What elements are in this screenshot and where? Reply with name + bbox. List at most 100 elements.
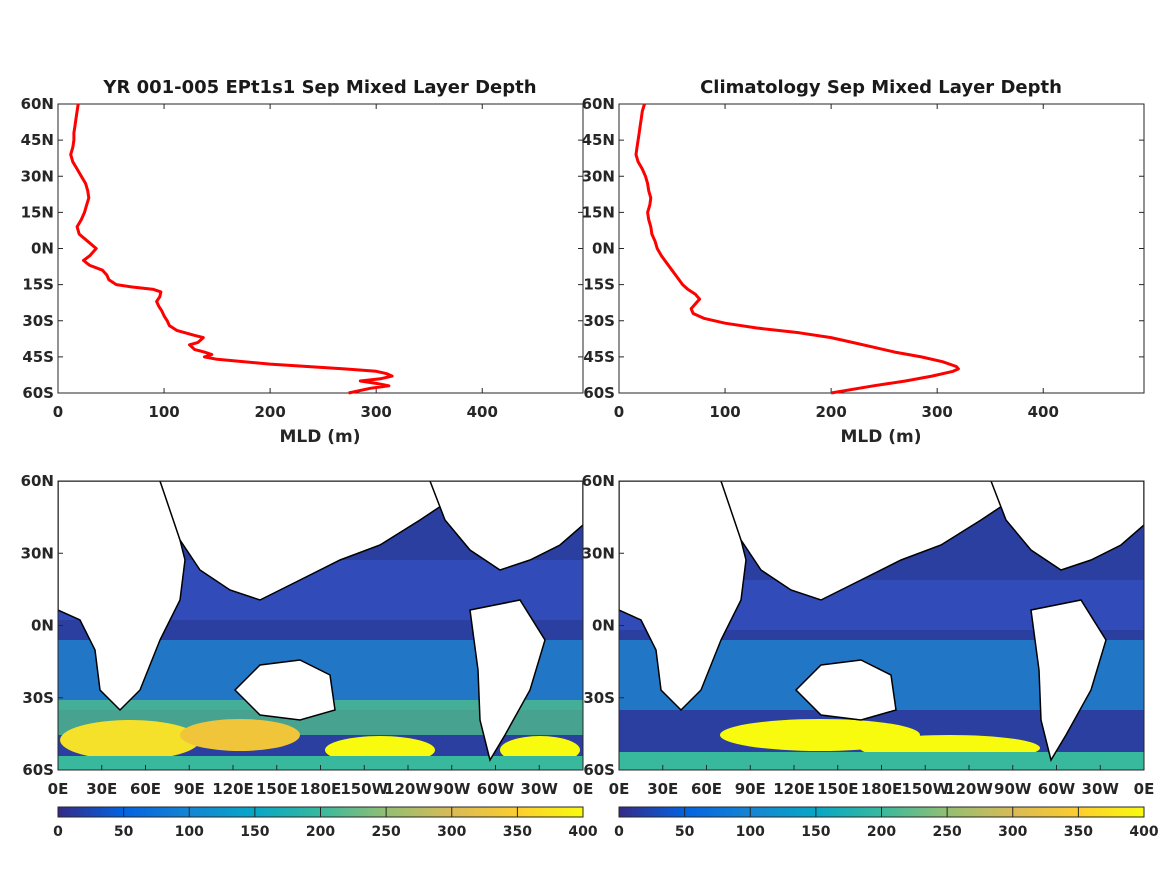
x-tick-label: 30W bbox=[521, 780, 559, 798]
colorbar-tick-label: 250 bbox=[933, 824, 962, 840]
x-axis-label: MLD (m) bbox=[279, 427, 360, 447]
x-tick-label: 0 bbox=[53, 403, 63, 421]
north-america-landmass bbox=[990, 481, 1144, 571]
plot-area bbox=[618, 103, 1145, 394]
y-tick-label: 60N bbox=[582, 95, 615, 113]
colorbar: 0 50 100 150 200 250 300 350 400 bbox=[53, 806, 598, 840]
x-tick-label: 150W bbox=[901, 780, 949, 798]
x-tick-label: 120W bbox=[945, 780, 993, 798]
x-tick-label: 200 bbox=[815, 403, 846, 421]
y-tick-label: 30N bbox=[582, 167, 615, 185]
y-tick-label: 60S bbox=[22, 384, 54, 402]
x-tick-label: 30E bbox=[647, 780, 678, 798]
x-tick-label: 100 bbox=[709, 403, 740, 421]
x-tick-label: 90E bbox=[735, 780, 766, 798]
south-america-landmass bbox=[469, 599, 546, 762]
x-tick-label: 150E bbox=[817, 780, 859, 798]
y-tick-label: 30N bbox=[582, 544, 615, 562]
x-tick-label: 150E bbox=[256, 780, 298, 798]
mld-line-model bbox=[69, 103, 394, 395]
chart-title: Climatology Sep Mixed Layer Depth bbox=[700, 77, 1062, 98]
x-axis-label: MLD (m) bbox=[840, 427, 921, 447]
colorbar-tick-label: 400 bbox=[1129, 824, 1158, 840]
y-tick-label: 30S bbox=[583, 312, 615, 330]
y-tick-label: 15N bbox=[21, 203, 54, 221]
north-america-landmass bbox=[429, 481, 583, 571]
colorbar-tick-label: 50 bbox=[675, 824, 695, 840]
colorbar-tick-label: 0 bbox=[53, 824, 63, 840]
y-tick-label: 30S bbox=[583, 689, 615, 707]
mld-line-climatology bbox=[634, 103, 960, 395]
x-tick-label: 60E bbox=[130, 780, 161, 798]
x-tick-label: 60E bbox=[691, 780, 722, 798]
x-tick-label: 120E bbox=[212, 780, 254, 798]
x-tick-label: 30W bbox=[1082, 780, 1120, 798]
x-tick-label: 180E bbox=[861, 780, 903, 798]
x-tick-label: 400 bbox=[1028, 403, 1059, 421]
y-tick-label: 60N bbox=[21, 472, 54, 490]
y-tick-label: 0N bbox=[31, 617, 54, 635]
y-tick-label: 30S bbox=[22, 689, 54, 707]
y-tick-label: 45N bbox=[582, 131, 615, 149]
australia-landmass bbox=[233, 659, 336, 721]
y-tick-label: 60N bbox=[582, 472, 615, 490]
y-tick-label: 15S bbox=[583, 276, 615, 294]
x-tick-label: 400 bbox=[467, 403, 498, 421]
colorbar-tick-label: 50 bbox=[114, 824, 134, 840]
colorbar-tick-label: 150 bbox=[240, 824, 269, 840]
x-tick-label: 90W bbox=[433, 780, 471, 798]
y-tick-label: 15N bbox=[582, 203, 615, 221]
high-mld-patch bbox=[180, 719, 300, 751]
y-tick-label: 45S bbox=[22, 348, 54, 366]
high-mld-patch bbox=[60, 720, 200, 760]
x-tick-label: 200 bbox=[254, 403, 285, 421]
x-tick-label: 30E bbox=[86, 780, 117, 798]
y-tick-label: 30N bbox=[21, 544, 54, 562]
australia-landmass bbox=[794, 659, 897, 721]
x-tick-label: 100 bbox=[148, 403, 179, 421]
x-tick-label: 90W bbox=[994, 780, 1032, 798]
colorbar-tick-label: 150 bbox=[801, 824, 830, 840]
x-tick-label: 60W bbox=[1038, 780, 1076, 798]
plot-area bbox=[57, 103, 584, 394]
y-tick-label: 15S bbox=[22, 276, 54, 294]
x-tick-label: 300 bbox=[922, 403, 953, 421]
colorbar-tick-label: 0 bbox=[614, 824, 624, 840]
colorbar-tick-label: 300 bbox=[437, 824, 466, 840]
y-tick-label: 30S bbox=[22, 312, 54, 330]
colorbar-tick-label: 100 bbox=[736, 824, 765, 840]
y-tick-label: 0N bbox=[592, 240, 615, 258]
x-tick-label: 180E bbox=[300, 780, 342, 798]
x-tick-label: 60W bbox=[477, 780, 515, 798]
colorbar-tick-label: 350 bbox=[1064, 824, 1093, 840]
x-tick-label: 90E bbox=[174, 780, 205, 798]
continents bbox=[58, 481, 583, 762]
colorbar: 0 50 100 150 200 250 300 350 400 bbox=[614, 806, 1159, 840]
colorbar-tick-label: 350 bbox=[503, 824, 532, 840]
y-tick-label: 30N bbox=[21, 167, 54, 185]
colorbar-tick-label: 200 bbox=[867, 824, 896, 840]
y-tick-label: 45S bbox=[583, 348, 615, 366]
colorbar-tick-label: 100 bbox=[175, 824, 204, 840]
x-tick-label: 120E bbox=[773, 780, 815, 798]
y-tick-label: 60S bbox=[583, 384, 615, 402]
colorbar-tick-label: 200 bbox=[306, 824, 335, 840]
line-chart-climatology: Climatology Sep Mixed Layer Depth 0 100 20… bbox=[582, 77, 1145, 447]
x-tick-label: 0 bbox=[614, 403, 624, 421]
y-tick-label: 60N bbox=[21, 95, 54, 113]
x-tick-label: 300 bbox=[361, 403, 392, 421]
chart-title: YR 001-005 EPt1s1 Sep Mixed Layer Depth bbox=[102, 77, 536, 98]
line-chart-model: YR 001-005 EPt1s1 Sep Mixed Layer Depth … bbox=[21, 77, 584, 447]
x-tick-label: 0E bbox=[1134, 780, 1155, 798]
continents bbox=[619, 481, 1144, 762]
y-tick-label: 60S bbox=[22, 761, 54, 779]
x-tick-label: 120W bbox=[384, 780, 432, 798]
colorbar-tick-label: 400 bbox=[568, 824, 597, 840]
x-tick-label: 0E bbox=[573, 780, 594, 798]
y-tick-label: 0N bbox=[31, 240, 54, 258]
y-tick-label: 60S bbox=[583, 761, 615, 779]
colorbar-tick-label: 300 bbox=[998, 824, 1027, 840]
x-tick-label: 150W bbox=[340, 780, 388, 798]
